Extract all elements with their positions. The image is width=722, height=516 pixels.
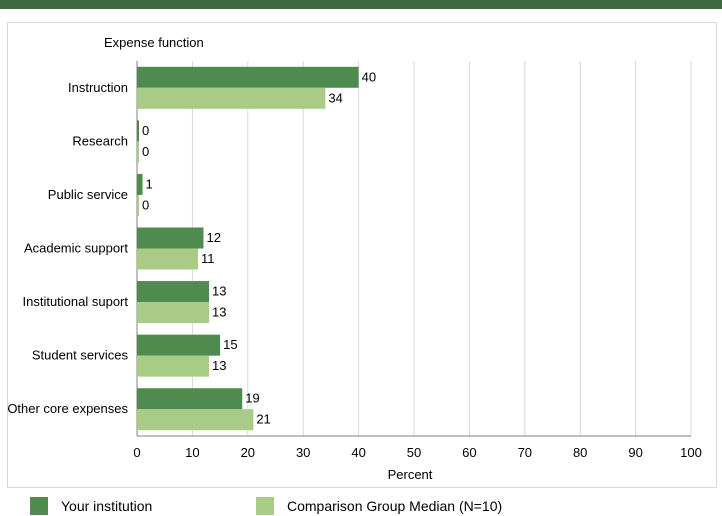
- x-tick-label-10: 10: [185, 445, 199, 460]
- x-tick-label-90: 90: [628, 445, 642, 460]
- value-label-institutional-suport-series-2: 13: [212, 305, 226, 320]
- x-tick-label-50: 50: [407, 445, 421, 460]
- category-axis-title: Expense function: [104, 35, 204, 50]
- legend: Your institution Comparison Group Median…: [0, 493, 722, 516]
- gridlines: [136, 61, 692, 437]
- value-label-research-series-2: 0: [142, 144, 149, 159]
- value-label-institutional-suport-series-1: 13: [212, 284, 226, 299]
- bar-instruction-series-1: [137, 66, 359, 88]
- value-label-academic-support-series-2: 11: [201, 251, 215, 266]
- legend-item-comparison-group: Comparison Group Median (N=10): [256, 497, 502, 515]
- category-label-research: Research: [72, 133, 128, 148]
- category-label-other-core-expenses: Other core expenses: [7, 401, 128, 416]
- value-label-student-services-series-1: 15: [223, 337, 237, 352]
- x-tick-label-60: 60: [462, 445, 476, 460]
- bar-public-service-series-2: [137, 194, 139, 216]
- legend-swatch-comparison-group: [256, 497, 274, 515]
- header-accent-bar: [0, 0, 722, 9]
- category-label-institutional-suport: Institutional suport: [22, 294, 128, 309]
- x-tick-labels: 0 10 20 30 40 50 60 70 80 90 100: [133, 445, 701, 460]
- x-tick-label-30: 30: [296, 445, 310, 460]
- bar-research-series-2: [137, 141, 139, 163]
- bar-student-services-series-2: [137, 355, 210, 377]
- chart-frame: [7, 22, 717, 488]
- category-label-instruction: Instruction: [68, 80, 128, 95]
- category-labels: Instruction Research Public service Academi…: [7, 80, 128, 416]
- bar-institutional-suport-series-1: [137, 281, 210, 303]
- category-label-public-service: Public service: [48, 187, 128, 202]
- expense-function-bar-chart: Expense function 40340010121113131513192…: [7, 35, 702, 482]
- bars: 40 34 0 0 1 0 12 11 13 13 15 13 19 21: [137, 66, 376, 431]
- bar-other-core-expenses-series-1: [137, 388, 243, 410]
- category-label-student-services: Student services: [32, 348, 129, 363]
- legend-label-your-institution: Your institution: [61, 498, 153, 514]
- value-label-instruction-series-2: 34: [328, 90, 342, 105]
- value-label-other-core-expenses-series-2: 21: [256, 412, 270, 427]
- value-label-other-core-expenses-series-1: 19: [245, 391, 259, 406]
- x-tick-label-70: 70: [518, 445, 532, 460]
- value-label-student-services-series-2: 13: [212, 358, 226, 373]
- x-tick-label-40: 40: [351, 445, 365, 460]
- x-tick-label-20: 20: [241, 445, 255, 460]
- category-label-academic-support: Academic support: [24, 241, 128, 256]
- legend-label-comparison-group: Comparison Group Median (N=10): [287, 498, 503, 514]
- x-tick-label-100: 100: [680, 445, 702, 460]
- bar-public-service-series-1: [137, 173, 143, 195]
- x-axis-label: Percent: [388, 467, 433, 482]
- bar-academic-support-series-2: [137, 248, 198, 270]
- x-tick-label-80: 80: [573, 445, 587, 460]
- legend-item-your-institution: Your institution: [30, 497, 152, 515]
- bar-instruction-series-2: [137, 87, 326, 109]
- value-label-public-service-series-1: 1: [146, 176, 153, 191]
- bar-academic-support-series-1: [137, 227, 204, 249]
- bar-other-core-expenses-series-2: [137, 409, 254, 431]
- bar-institutional-suport-series-2: [137, 302, 210, 324]
- value-label-research-series-1: 0: [142, 123, 149, 138]
- value-label-public-service-series-2: 0: [142, 197, 149, 212]
- bar-research-series-1: [137, 120, 139, 142]
- value-label-academic-support-series-1: 12: [206, 230, 220, 245]
- legend-swatch-your-institution: [30, 497, 48, 515]
- bar-student-services-series-1: [137, 334, 221, 356]
- value-label-instruction-series-1: 40: [362, 69, 376, 84]
- x-tick-label-0: 0: [133, 445, 140, 460]
